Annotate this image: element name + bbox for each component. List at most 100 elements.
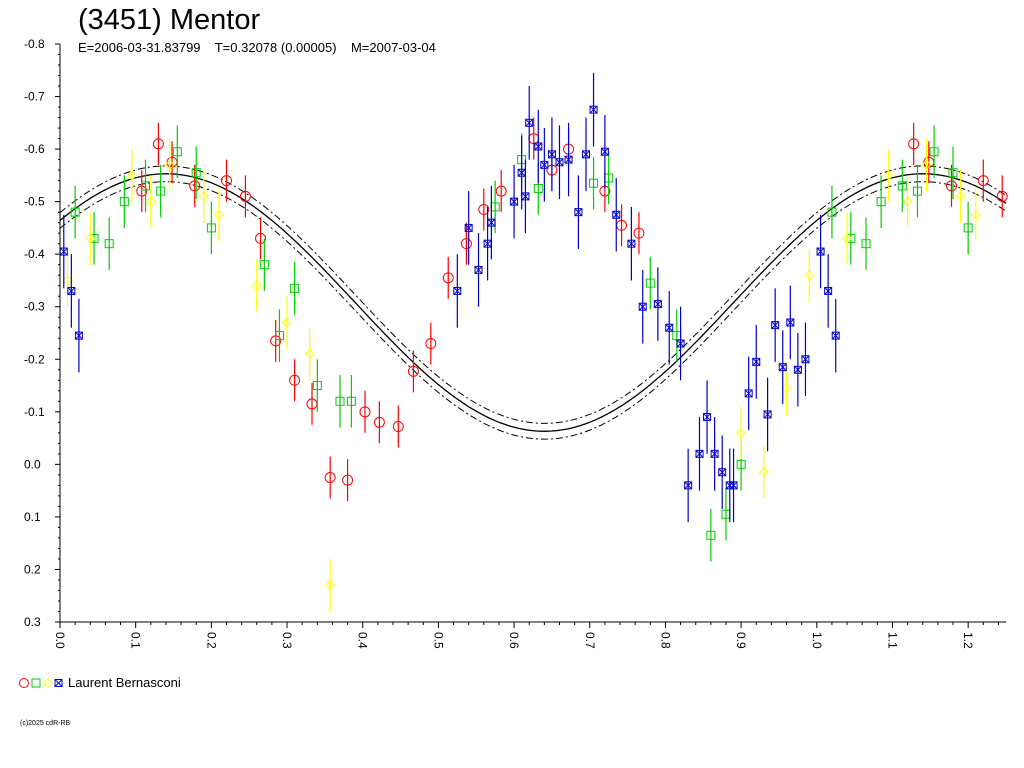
data-point xyxy=(841,212,853,265)
marker-square xyxy=(312,381,322,391)
marker-diamond xyxy=(251,280,262,291)
y-tick-label: -0.3 xyxy=(24,300,45,314)
marker-diamond xyxy=(970,209,981,220)
data-point xyxy=(912,164,922,218)
marker-square xyxy=(156,186,166,196)
data-point xyxy=(191,146,201,200)
x-tick-label: 0.1 xyxy=(129,632,143,649)
marker-square xyxy=(206,223,216,233)
marker-square xyxy=(827,207,837,217)
marker-square xyxy=(290,283,300,293)
marker-square xyxy=(335,396,345,406)
marker-box xyxy=(521,192,530,201)
marker-circle xyxy=(460,238,472,250)
marker-square xyxy=(346,396,356,406)
marker-square xyxy=(259,260,269,270)
data-point xyxy=(883,149,894,202)
data-point xyxy=(141,159,151,213)
data-point xyxy=(946,164,958,207)
data-point xyxy=(824,254,833,328)
data-point xyxy=(703,380,712,454)
data-point xyxy=(442,256,454,299)
data-point xyxy=(540,128,549,202)
data-point xyxy=(342,459,354,502)
data-point xyxy=(897,159,907,213)
y-tick-label: -0.8 xyxy=(24,37,45,51)
marker-diamond xyxy=(304,348,315,360)
marker-cross xyxy=(831,331,840,340)
data-point xyxy=(793,333,802,407)
data-point xyxy=(638,269,647,344)
data-point xyxy=(474,233,483,307)
marker-cross xyxy=(638,302,647,311)
marker-cross xyxy=(601,147,609,156)
data-point xyxy=(119,175,129,228)
marker-box xyxy=(487,218,496,227)
marker-box xyxy=(574,208,583,217)
marker-circle xyxy=(239,190,251,202)
data-point xyxy=(67,254,76,328)
marker-cross xyxy=(483,239,492,248)
marker-square xyxy=(861,239,871,249)
x-tick-label: 0.4 xyxy=(356,632,370,649)
data-point xyxy=(816,214,825,289)
data-point xyxy=(589,72,598,147)
data-point xyxy=(281,296,293,349)
marker-square xyxy=(912,186,922,196)
marker-cross xyxy=(487,218,496,227)
marker-cross xyxy=(548,150,556,159)
marker-square xyxy=(104,239,114,249)
data-point xyxy=(407,350,419,393)
marker-circle xyxy=(407,365,419,377)
marker-square xyxy=(119,197,129,207)
data-point xyxy=(453,254,462,328)
marker-cross xyxy=(778,363,787,372)
marker-diamond xyxy=(145,196,157,207)
data-point xyxy=(89,212,99,265)
data-point xyxy=(589,156,599,210)
data-point xyxy=(744,356,753,431)
marker-cross xyxy=(710,450,719,458)
data-point xyxy=(771,288,780,362)
data-point xyxy=(963,201,973,255)
data-point xyxy=(251,259,262,312)
marker-box xyxy=(600,147,609,156)
marker-diamond xyxy=(841,233,853,244)
data-point xyxy=(335,375,345,428)
marker-cross xyxy=(464,224,473,232)
data-point xyxy=(239,175,251,218)
x-tick-label: 0.8 xyxy=(658,632,672,649)
marker-circle xyxy=(220,175,232,187)
marker-square xyxy=(191,168,201,178)
data-point xyxy=(627,206,636,281)
data-point xyxy=(213,188,225,242)
marker-cross xyxy=(555,158,564,167)
data-point xyxy=(684,448,693,523)
marker-cross xyxy=(75,331,83,340)
data-point xyxy=(510,164,519,239)
marker-circle xyxy=(946,180,958,192)
data-point xyxy=(710,417,719,491)
marker-box xyxy=(589,105,598,114)
marker-circle xyxy=(633,227,645,239)
marker-diamond xyxy=(126,170,138,181)
y-tick-label: -0.4 xyxy=(24,247,45,261)
data-point xyxy=(804,248,815,302)
marker-square xyxy=(736,459,746,469)
x-tick-label: 1.2 xyxy=(961,632,975,649)
data-point xyxy=(359,390,371,433)
marker-box xyxy=(564,155,573,164)
data-point xyxy=(996,175,1008,218)
data-point xyxy=(206,201,216,255)
marker-diamond xyxy=(62,275,73,286)
data-point xyxy=(312,359,322,412)
data-point xyxy=(290,262,300,315)
marker-circle xyxy=(359,406,371,418)
data-point xyxy=(104,217,114,270)
data-point xyxy=(464,191,473,265)
marker-box xyxy=(816,247,825,256)
marker-diamond xyxy=(281,317,293,328)
fit-band-lower xyxy=(59,181,1007,440)
legend-label: Laurent Bernasconi xyxy=(68,675,181,690)
